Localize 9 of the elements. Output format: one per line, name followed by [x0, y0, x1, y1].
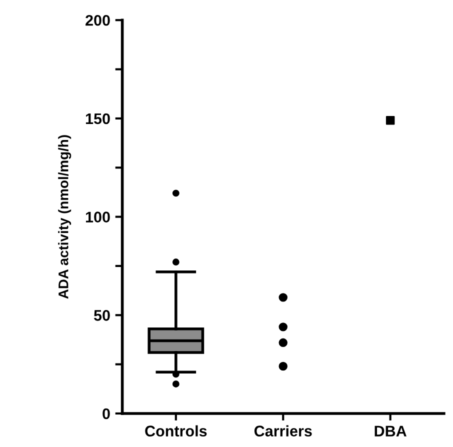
x-tick-label: Controls	[145, 425, 207, 437]
y-tick-label: 150	[86, 113, 110, 124]
x-tick-label: DBA	[374, 426, 406, 436]
y-axis-title: ADA activity (nmol/mg/h)	[58, 135, 72, 299]
y-tick-label: 0	[102, 408, 110, 420]
x-tick-label: Carriers	[254, 425, 312, 437]
y-tick-label: 50	[94, 310, 110, 321]
y-tick-label: 200	[86, 14, 110, 26]
y-tick-label: 100	[86, 212, 110, 222]
